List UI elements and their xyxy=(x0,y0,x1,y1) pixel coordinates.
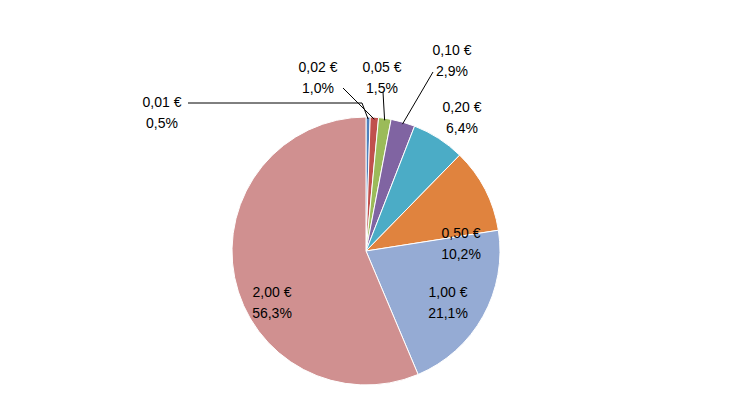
slice-category-label: 0,05 € xyxy=(363,59,402,75)
leader-line xyxy=(402,72,433,124)
slice-value-label: 0,5% xyxy=(146,115,178,131)
chart: 0,01 € 0,5% 0,02 € 1,0% 0,05 € 1,5% 0,10 € 2,9%… xyxy=(0,0,730,410)
slice-category-label: 0,01 € xyxy=(143,94,182,110)
slice-value-label: 2,9% xyxy=(436,63,468,79)
slice-category-label: 2,00 € xyxy=(253,284,292,300)
pie xyxy=(232,117,500,385)
slice-category-label: 0,10 € xyxy=(433,42,472,58)
slice-value-label: 10,2% xyxy=(441,246,481,262)
slice-category-label: 0,50 € xyxy=(442,225,481,241)
pie-slice xyxy=(366,155,498,251)
slice-category-label: 1,00 € xyxy=(429,284,468,300)
slice-value-label: 56,3% xyxy=(252,305,292,321)
leader-line xyxy=(188,103,368,119)
slice-value-label: 1,0% xyxy=(302,80,334,96)
slice-value-label: 6,4% xyxy=(446,120,478,136)
slice-value-label: 1,5% xyxy=(366,80,398,96)
pie-slice xyxy=(232,117,418,385)
leader-line xyxy=(383,92,385,120)
slice-value-label: 21,1% xyxy=(428,305,468,321)
slice-category-label: 0,20 € xyxy=(443,99,482,115)
data-labels: 0,01 € 0,5% 0,02 € 1,0% 0,05 € 1,5% 0,10 € 2,9%… xyxy=(143,42,482,321)
slice-category-label: 0,02 € xyxy=(299,59,338,75)
